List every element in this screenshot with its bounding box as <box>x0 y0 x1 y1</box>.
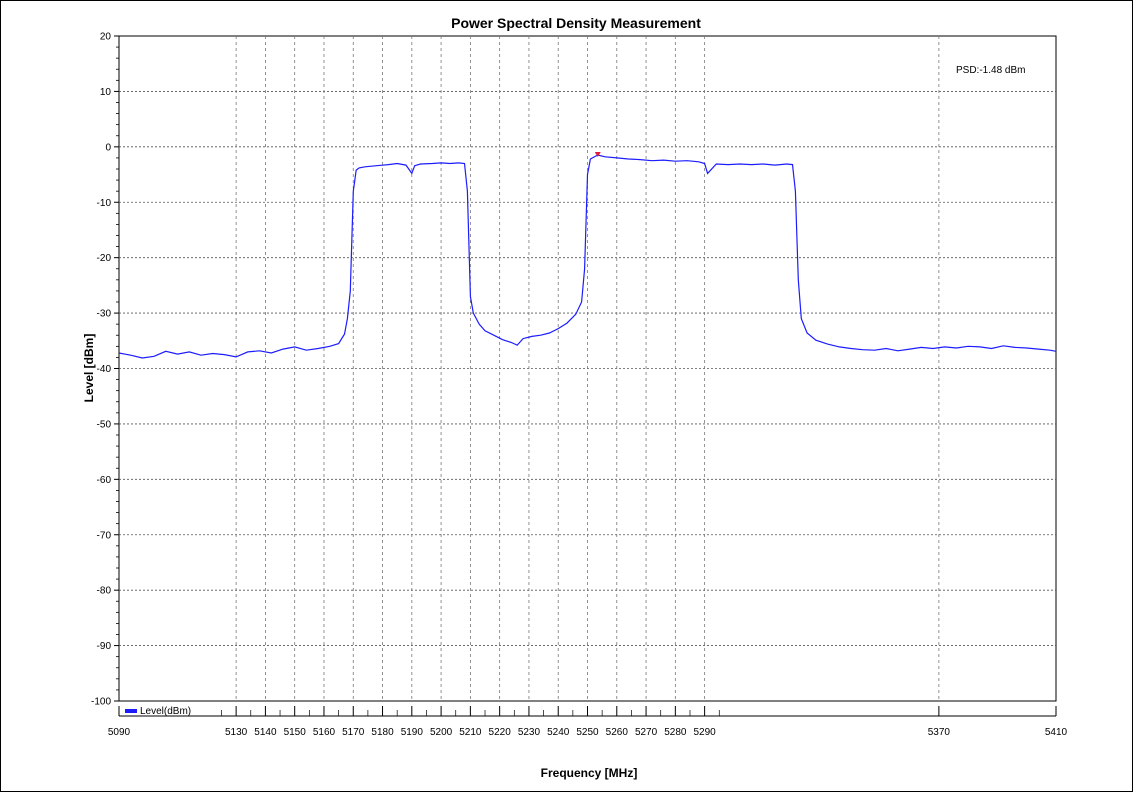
chart-title: Power Spectral Density Measurement <box>451 15 701 31</box>
y-tick-label: -20 <box>97 253 112 264</box>
x-tick-label: 5190 <box>401 727 424 738</box>
x-tick-label: 5290 <box>694 727 717 738</box>
x-tick-label: 5410 <box>1045 727 1068 738</box>
peak-marker <box>594 152 601 158</box>
series-line <box>118 154 1057 359</box>
x-tick-label: 5250 <box>576 727 599 738</box>
legend: Level(dBm) <box>125 706 191 717</box>
x-tick-label: 5170 <box>342 727 365 738</box>
x-tick-label: 5180 <box>371 727 394 738</box>
x-tick-label: 5150 <box>284 727 307 738</box>
psd-annotation: PSD:-1.48 dBm <box>956 65 1025 76</box>
grid-layer <box>118 35 1057 702</box>
y-tick-label: 10 <box>100 87 112 98</box>
x-tick-label: 5090 <box>108 727 131 738</box>
x-tick-label: 5280 <box>664 727 687 738</box>
y-tick-label: -80 <box>97 586 112 597</box>
x-tick-label: 5130 <box>225 727 248 738</box>
y-tick-label: -10 <box>97 198 112 209</box>
x-axis-label: Frequency [MHz] <box>541 766 638 780</box>
x-tick-label: 5370 <box>928 727 951 738</box>
x-tick-label: 5200 <box>430 727 453 738</box>
x-tick-label: 5230 <box>518 727 541 738</box>
legend-swatch <box>125 709 137 713</box>
x-tick-label: 5210 <box>459 727 482 738</box>
legend-label: Level(dBm) <box>140 706 191 717</box>
y-tick-label: -30 <box>97 309 112 320</box>
y-tick-label: -90 <box>97 641 112 652</box>
y-tick-label: 20 <box>100 32 112 43</box>
y-tick-label: 0 <box>105 142 111 153</box>
tick-layer: 20 10 0 -10 -20 -30 -40 -50 -60 -70 -80 -90 -100 5090… <box>91 32 1068 739</box>
x-tick-label: 5240 <box>547 727 570 738</box>
series-layer <box>118 152 1057 359</box>
x-tick-label: 5140 <box>254 727 277 738</box>
y-tick-label: -100 <box>91 697 111 708</box>
x-tick-label: 5220 <box>489 727 512 738</box>
y-tick-label: -40 <box>97 364 112 375</box>
x-tick-label: 5270 <box>635 727 658 738</box>
y-tick-label: -70 <box>97 530 112 541</box>
x-tick-label: 5160 <box>313 727 336 738</box>
y-tick-label: -60 <box>97 475 112 486</box>
y-tick-label: -50 <box>97 419 112 430</box>
x-tick-label: 5260 <box>606 727 629 738</box>
y-axis-label: Level [dBm] <box>82 334 96 403</box>
